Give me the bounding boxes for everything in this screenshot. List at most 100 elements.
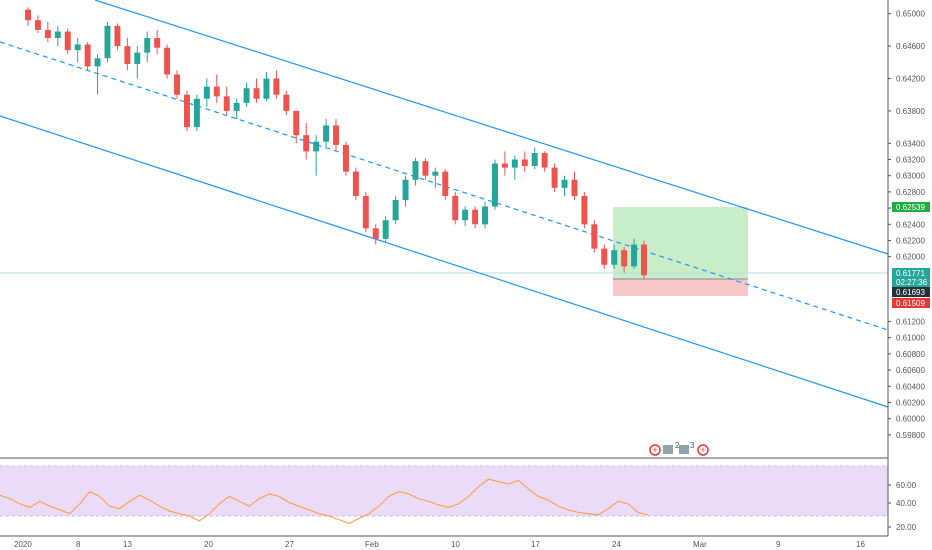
candle-body[interactable] — [313, 141, 320, 152]
candle-body[interactable] — [352, 171, 359, 196]
candle-body[interactable] — [551, 167, 558, 188]
candle-body[interactable] — [223, 96, 230, 111]
candle-body[interactable] — [293, 110, 300, 136]
candle-body[interactable] — [452, 195, 459, 221]
candle-body[interactable] — [134, 52, 141, 64]
candle-body[interactable] — [501, 163, 508, 168]
stop-tag: 0.61509 — [892, 298, 930, 308]
channel-lower-line[interactable] — [0, 115, 889, 408]
candle-body[interactable] — [94, 58, 101, 67]
candle-body[interactable] — [64, 31, 71, 51]
flag-icon[interactable] — [679, 445, 689, 454]
candle-body[interactable] — [561, 179, 568, 188]
time-label: 27 — [285, 540, 294, 549]
candle-body[interactable] — [243, 88, 250, 103]
svg-text:0.62539: 0.62539 — [896, 203, 925, 212]
time-axis[interactable]: 2020 8 13 20 27 Feb 10 17 24 Mar 9 16 — [14, 540, 865, 549]
candle-body[interactable] — [342, 144, 349, 172]
rsi-axis[interactable]: 60.00 40.00 20.00 — [888, 481, 917, 532]
event-count: 3 — [690, 441, 695, 450]
candle-body[interactable] — [233, 102, 240, 111]
candle-body[interactable] — [44, 29, 51, 39]
candle-body[interactable] — [104, 25, 111, 59]
event-marker-1[interactable]: + 2 — [649, 441, 680, 456]
add-event-icon[interactable] — [649, 444, 661, 456]
candle-body[interactable] — [263, 78, 270, 99]
candle-body[interactable] — [323, 125, 330, 142]
candle-body[interactable] — [482, 206, 489, 225]
time-label: 16 — [856, 540, 865, 549]
candle-body[interactable] — [631, 244, 638, 267]
candle-body[interactable] — [174, 74, 181, 95]
time-label: 17 — [531, 540, 540, 549]
candle-body[interactable] — [74, 44, 81, 51]
candle-body[interactable] — [462, 209, 469, 221]
candle-body[interactable] — [333, 125, 339, 145]
candle-body[interactable] — [601, 248, 608, 265]
candle-body[interactable] — [581, 195, 588, 225]
channel-middle-line[interactable] — [0, 41, 889, 331]
candle-body[interactable] — [193, 98, 200, 128]
event-marker-2[interactable]: 3 + — [679, 441, 709, 456]
add-event-glyph: + — [652, 445, 657, 455]
candle-body[interactable] — [392, 199, 399, 221]
candle-body[interactable] — [203, 86, 210, 99]
candle-body[interactable] — [144, 38, 151, 53]
candle-body[interactable] — [491, 163, 498, 207]
svg-text:0.61693: 0.61693 — [896, 288, 925, 297]
candle-body[interactable] — [283, 94, 290, 111]
price-axis[interactable]: 0.65000 0.64600 0.64200 0.63800 0.63400 0.632… — [888, 10, 925, 440]
svg-text:0.61509: 0.61509 — [896, 299, 925, 308]
price-label: 0.60000 — [896, 415, 925, 424]
countdown-tag: 02:27:36 — [892, 278, 930, 287]
candle-body[interactable] — [591, 224, 598, 249]
candle-body[interactable] — [25, 9, 31, 21]
candle-body[interactable] — [362, 195, 369, 229]
rsi-label-40: 40.00 — [896, 499, 917, 508]
candle-body[interactable] — [611, 250, 618, 265]
candle-body[interactable] — [183, 94, 190, 128]
candle-body[interactable] — [114, 25, 121, 47]
candle-body[interactable] — [34, 20, 41, 30]
price-label: 0.60400 — [896, 382, 925, 391]
price-label: 0.62200 — [896, 236, 925, 245]
candle-body[interactable] — [521, 159, 528, 166]
candle-body[interactable] — [213, 86, 220, 97]
target-tag: 0.62539 — [892, 202, 930, 212]
candle-body[interactable] — [511, 159, 518, 168]
candle-body[interactable] — [402, 179, 409, 200]
candle-body[interactable] — [412, 161, 419, 180]
candle-body[interactable] — [124, 46, 131, 64]
candle-body[interactable] — [164, 47, 171, 75]
candle-body[interactable] — [472, 209, 479, 225]
candle-body[interactable] — [422, 161, 429, 176]
rsi-line[interactable] — [0, 478, 649, 524]
candle-body[interactable] — [541, 153, 548, 168]
candle-body[interactable] — [372, 228, 379, 239]
candle-body[interactable] — [382, 220, 389, 239]
candle-body[interactable] — [641, 244, 647, 276]
flag-icon[interactable] — [663, 445, 673, 454]
candle-body[interactable] — [432, 171, 439, 176]
candle-body[interactable] — [621, 250, 628, 267]
candle-body[interactable] — [303, 135, 310, 152]
price-label: 0.61000 — [896, 334, 925, 343]
candle-body[interactable] — [253, 88, 260, 99]
candle-body[interactable] — [84, 44, 91, 67]
profit-zone[interactable] — [613, 207, 748, 279]
candle-body[interactable] — [54, 31, 61, 39]
price-label: 0.64600 — [896, 42, 925, 51]
candle-body[interactable] — [571, 179, 578, 196]
candle-series — [25, 7, 647, 280]
candle-body[interactable] — [531, 153, 538, 166]
candle-body[interactable] — [442, 171, 449, 196]
price-label: 0.61200 — [896, 317, 925, 326]
candle-body[interactable] — [273, 78, 280, 95]
candle-body[interactable] — [154, 38, 161, 48]
price-label: 0.63800 — [896, 107, 925, 116]
channel-upper-line[interactable] — [94, 0, 889, 255]
loss-zone[interactable] — [613, 279, 748, 296]
main-pane[interactable] — [0, 0, 888, 457]
add-event-icon[interactable] — [697, 444, 709, 456]
